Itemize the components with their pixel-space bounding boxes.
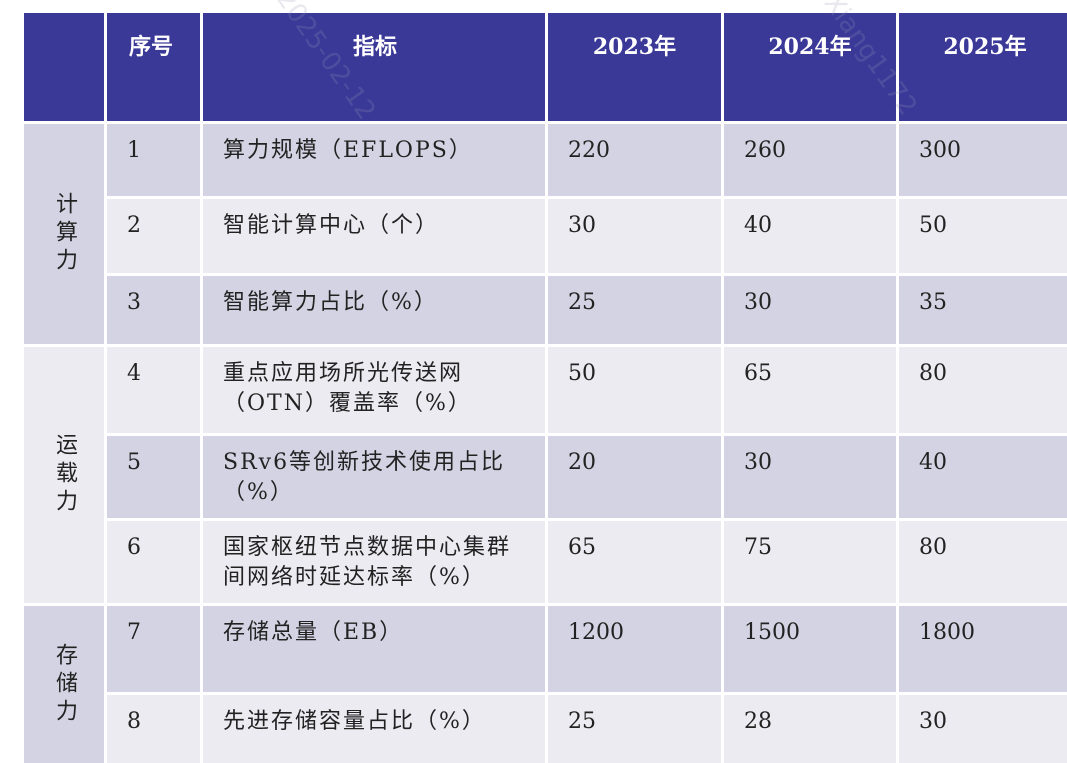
header-index: 序号 bbox=[107, 13, 200, 121]
header-blank bbox=[24, 13, 104, 121]
table-row-2024: 40 bbox=[724, 199, 896, 273]
table-row-2024: 65 bbox=[724, 347, 896, 433]
table-row-indicator: 智能算力占比（%） bbox=[203, 276, 545, 344]
table-row-2023: 30 bbox=[548, 199, 721, 273]
table-row-index: 8 bbox=[107, 695, 200, 763]
table-row-2023: 20 bbox=[548, 436, 721, 518]
table-row-2024: 75 bbox=[724, 521, 896, 603]
table-row-index: 6 bbox=[107, 521, 200, 603]
table-row-2025: 40 bbox=[899, 436, 1067, 518]
table-row-index: 3 bbox=[107, 276, 200, 344]
indicator-table: 序号 指标 2023年 2024年 2025年 计算力 运载力 存储力 1 算力… bbox=[24, 13, 1067, 763]
table-row-2025: 300 bbox=[899, 124, 1067, 196]
table-row-indicator: 算力规模（EFLOPS） bbox=[203, 124, 545, 196]
table-row-2024: 30 bbox=[724, 436, 896, 518]
header-2025: 2025年 bbox=[899, 13, 1067, 121]
header-2024: 2024年 bbox=[724, 13, 896, 121]
header-indicator: 指标 bbox=[203, 13, 545, 121]
table-row-2025: 30 bbox=[899, 695, 1067, 763]
table-row-2023: 25 bbox=[548, 276, 721, 344]
table-row-2024: 260 bbox=[724, 124, 896, 196]
table-row-2024: 1500 bbox=[724, 606, 896, 692]
table-row-2023: 220 bbox=[548, 124, 721, 196]
table-row-2023: 65 bbox=[548, 521, 721, 603]
table-row-2025: 50 bbox=[899, 199, 1067, 273]
table-row-index: 7 bbox=[107, 606, 200, 692]
category-storage: 存储力 bbox=[24, 606, 104, 763]
table-row-indicator: SRv6等创新技术使用占比（%） bbox=[203, 436, 545, 518]
table-row-2025: 80 bbox=[899, 347, 1067, 433]
category-transport: 运载力 bbox=[24, 347, 104, 603]
table-row-2024: 30 bbox=[724, 276, 896, 344]
table-row-2025: 35 bbox=[899, 276, 1067, 344]
table-row-2024: 28 bbox=[724, 695, 896, 763]
header-2023: 2023年 bbox=[548, 13, 721, 121]
table-row-2025: 1800 bbox=[899, 606, 1067, 692]
table-row-index: 5 bbox=[107, 436, 200, 518]
table-row-indicator: 存储总量（EB） bbox=[203, 606, 545, 692]
table-row-indicator: 国家枢纽节点数据中心集群间网络时延达标率（%） bbox=[203, 521, 545, 603]
table-row-index: 2 bbox=[107, 199, 200, 273]
table-row-index: 4 bbox=[107, 347, 200, 433]
table-row-2023: 50 bbox=[548, 347, 721, 433]
table-row-2023: 1200 bbox=[548, 606, 721, 692]
table-row-indicator: 先进存储容量占比（%） bbox=[203, 695, 545, 763]
table-row-2025: 80 bbox=[899, 521, 1067, 603]
table-row-indicator: 重点应用场所光传送网（OTN）覆盖率（%） bbox=[203, 347, 545, 433]
table-row-indicator: 智能计算中心（个） bbox=[203, 199, 545, 273]
category-compute: 计算力 bbox=[24, 124, 104, 344]
table-row-index: 1 bbox=[107, 124, 200, 196]
table-row-2023: 25 bbox=[548, 695, 721, 763]
